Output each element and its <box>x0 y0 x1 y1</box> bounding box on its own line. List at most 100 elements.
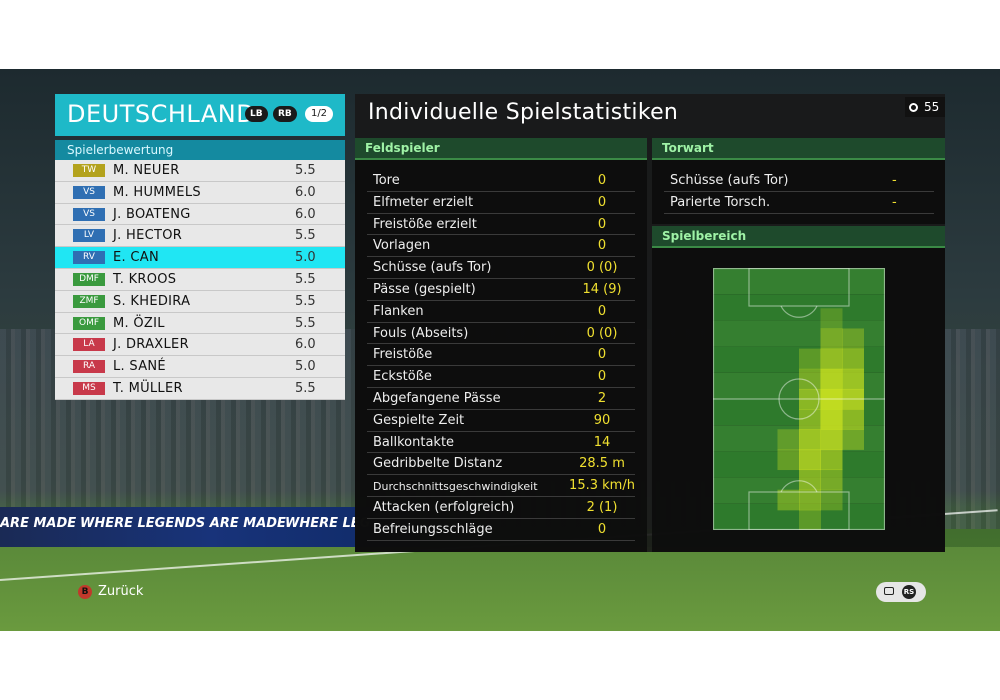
gk-stat-value: - <box>892 194 897 210</box>
stat-label: Freistöße <box>373 347 433 363</box>
stat-value: 0 (0) <box>586 260 618 276</box>
stat-label: Elfmeter erzielt <box>373 194 474 210</box>
stat-label: Befreiungsschläge <box>373 521 493 537</box>
player-row[interactable]: DMF T. KROOS 5.5 <box>55 268 345 291</box>
player-rating: 5.5 <box>295 293 316 309</box>
stat-row: Befreiungsschläge 0 <box>367 519 635 541</box>
player-name: J. DRAXLER <box>113 337 189 353</box>
heat-cell <box>777 489 800 511</box>
heat-cell <box>777 449 800 471</box>
player-name: T. MÜLLER <box>113 380 183 396</box>
stat-value: 0 <box>597 194 607 210</box>
stat-label: Vorlagen <box>373 238 431 254</box>
timer: 55 <box>905 97 945 117</box>
pitch-stripe <box>713 294 885 321</box>
stat-row: Freistöße 0 <box>367 344 635 367</box>
heat-cell <box>799 489 821 511</box>
stat-value: 14 <box>593 434 611 450</box>
player-rating: 5.5 <box>295 315 316 331</box>
stat-label: Ballkontakte <box>373 434 455 450</box>
heat-cell <box>820 328 843 350</box>
ad-text-1: ARE MADE <box>0 516 77 531</box>
heat-cell <box>842 409 864 430</box>
player-rating: 6.0 <box>295 184 316 200</box>
field-players-header: Feldspieler <box>355 138 647 160</box>
stat-value: 14 (9) <box>582 282 622 297</box>
stat-row: Flanken 0 <box>367 301 635 323</box>
stat-label: Schüsse (aufs Tor) <box>373 260 492 276</box>
page-indicator: 1/2 <box>305 106 333 122</box>
player-row[interactable]: RA L. SANÉ 5.0 <box>55 356 345 378</box>
player-name: L. SANÉ <box>113 359 166 375</box>
stat-row: Pässe (gespielt) 14 (9) <box>367 279 635 301</box>
gk-stat-label: Schüsse (aufs Tor) <box>670 173 789 188</box>
gk-stat-label: Parierte Torsch. <box>670 194 771 210</box>
player-row[interactable]: RV E. CAN 5.0 <box>55 247 345 269</box>
center-circle <box>778 378 820 420</box>
stat-label: Flanken <box>373 303 424 319</box>
position-badge: RV <box>73 251 105 265</box>
stat-label: Gespielte Zeit <box>373 412 465 428</box>
position-badge: TW <box>73 164 105 177</box>
position-badge: OMF <box>73 316 105 330</box>
player-rating: 5.5 <box>295 271 316 287</box>
stat-value: 0 <box>597 303 607 319</box>
player-row[interactable]: ZMF S. KHEDIRA 5.5 <box>55 290 345 313</box>
stat-row: Ballkontakte 14 <box>367 432 635 454</box>
player-rating: 5.0 <box>295 250 316 266</box>
stat-value: 0 (0) <box>586 325 618 341</box>
heat-cell <box>799 469 821 491</box>
heat-cell <box>799 348 821 370</box>
stat-row: Durchschnittsgeschwindigkeit 15.3 km/h <box>367 475 635 497</box>
player-name: S. KHEDIRA <box>113 293 191 309</box>
player-name: J. BOATENG <box>113 206 191 222</box>
heat-cell <box>820 368 843 390</box>
heat-cell <box>799 429 821 450</box>
player-rating: 5.5 <box>295 380 316 396</box>
chat-rs-button[interactable]: RS <box>876 582 926 602</box>
player-row[interactable]: TW M. NEUER 5.5 <box>55 160 345 182</box>
heat-cell <box>820 348 843 370</box>
position-badge: RA <box>73 360 105 374</box>
rs-icon: RS <box>902 585 916 599</box>
player-row[interactable]: LA J. DRAXLER 6.0 <box>55 334 345 357</box>
goalkeeper-header: Torwart <box>652 138 945 160</box>
player-name: M. HUMMELS <box>113 184 201 200</box>
player-row[interactable]: VS J. BOATENG 6.0 <box>55 203 345 226</box>
rb-button[interactable]: RB <box>273 106 297 122</box>
stat-row: Eckstöße 0 <box>367 366 635 388</box>
heat-cell <box>820 469 843 491</box>
stat-row: Attacken (erfolgreich) 2 (1) <box>367 497 635 519</box>
player-row[interactable]: MS T. MÜLLER 5.5 <box>55 377 345 400</box>
position-badge: VS <box>73 207 105 221</box>
advertising-board: ARE MADE WHERE LEGENDS ARE MADE WHERE LE… <box>0 507 420 547</box>
pitch-stripe <box>713 320 885 347</box>
team-name: DEUTSCHLAND <box>67 100 256 128</box>
stat-row: Freistöße erzielt 0 <box>367 214 635 236</box>
heat-cell <box>842 368 864 390</box>
stat-row: Schüsse (aufs Tor) 0 (0) <box>367 257 635 279</box>
goalkeeper-stats: Schüsse (aufs Tor) - Parierte Torsch. - <box>652 160 945 224</box>
position-badge: MS <box>73 381 105 395</box>
heat-cell <box>820 429 843 450</box>
player-row[interactable]: LV J. HECTOR 5.5 <box>55 225 345 248</box>
stat-label: Eckstöße <box>373 369 432 385</box>
heat-cell <box>799 449 821 471</box>
position-badge: VS <box>73 185 105 199</box>
player-row[interactable]: VS M. HUMMELS 6.0 <box>55 181 345 204</box>
player-list: TW M. NEUER 5.5 VS M. HUMMELS 6.0 VS J. BOATENG… <box>55 160 345 400</box>
lb-button[interactable]: LB <box>245 106 268 122</box>
team-header: DEUTSCHLAND LB RB 1/2 <box>55 94 345 136</box>
stat-label: Fouls (Abseits) <box>373 325 469 341</box>
player-row[interactable]: OMF M. ÖZIL 5.5 <box>55 312 345 335</box>
heat-cell <box>820 308 843 329</box>
heat-cell <box>820 409 843 430</box>
heat-cell <box>799 388 821 410</box>
player-name: J. HECTOR <box>113 228 183 244</box>
heat-cell <box>842 348 864 370</box>
page-title: Individuelle Spielstatistiken <box>368 100 679 125</box>
heat-cell <box>820 489 843 511</box>
stat-value: 2 (1) <box>586 500 618 515</box>
timer-value: 55 <box>924 100 940 114</box>
heat-cell <box>842 388 864 410</box>
